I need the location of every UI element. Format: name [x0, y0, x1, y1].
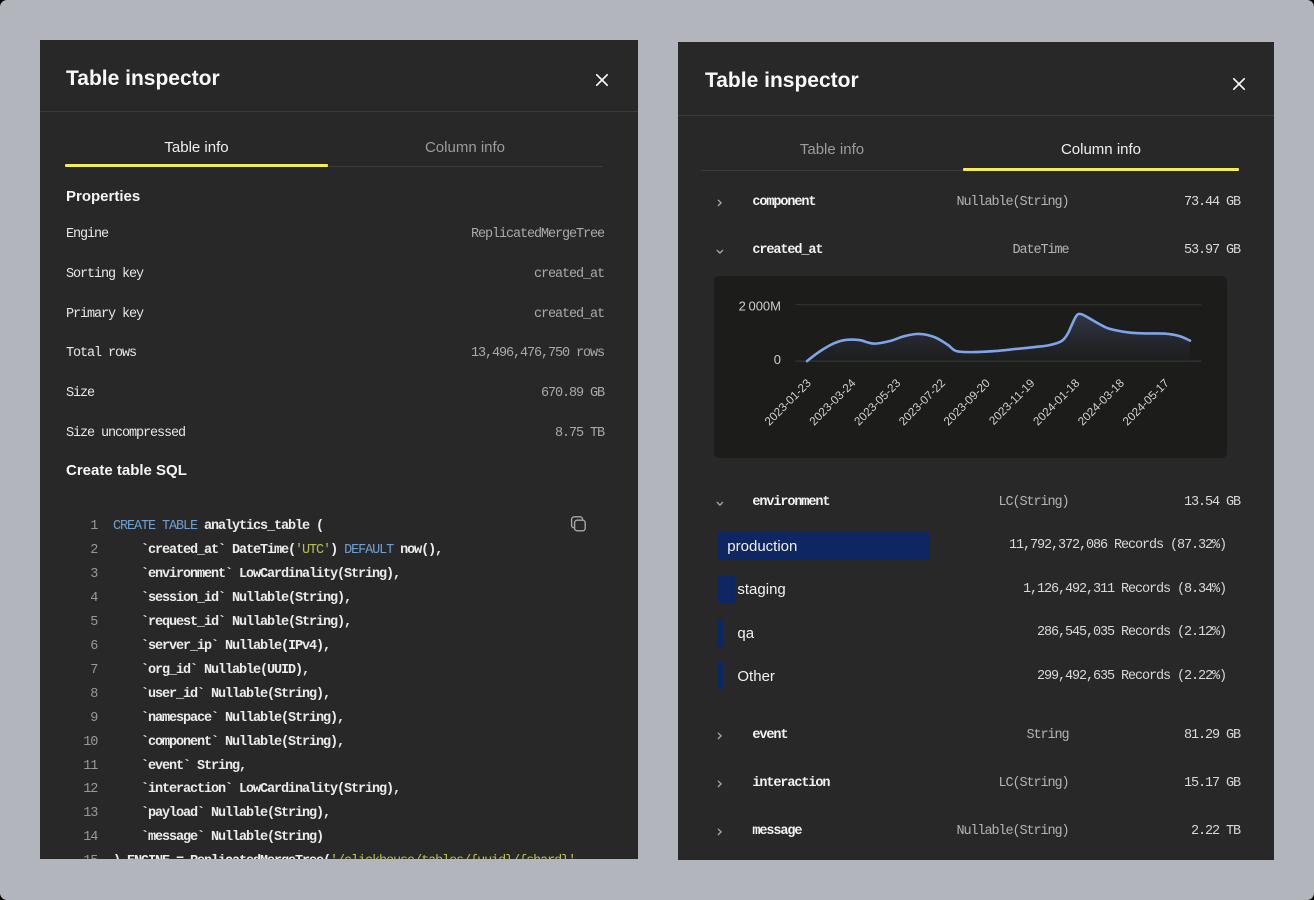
svg-text:0: 0 [774, 353, 781, 368]
svg-text:2023-03-24: 2023-03-24 [808, 377, 860, 429]
svg-text:2023-05-23: 2023-05-23 [852, 377, 903, 428]
svg-text:2023-09-20: 2023-09-20 [942, 377, 994, 429]
svg-text:2 000M: 2 000M [739, 299, 781, 314]
svg-text:2023-07-22: 2023-07-22 [897, 377, 948, 428]
svg-text:2024-05-17: 2024-05-17 [1121, 377, 1172, 428]
svg-text:2023-11-19: 2023-11-19 [987, 377, 1038, 428]
svg-text:2024-03-18: 2024-03-18 [1076, 377, 1127, 428]
svg-text:2024-01-18: 2024-01-18 [1031, 377, 1082, 428]
svg-text:2023-01-23: 2023-01-23 [763, 377, 814, 428]
